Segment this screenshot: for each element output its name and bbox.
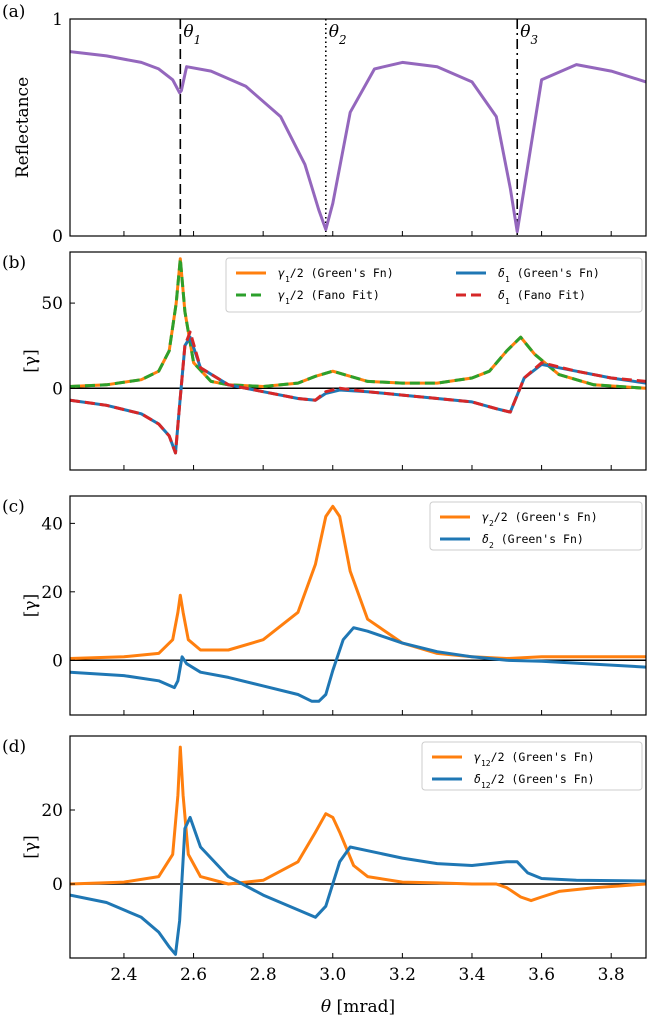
ytick-label: 50 <box>41 294 63 314</box>
vline-label-theta3: θ3 <box>520 22 538 47</box>
series-line-3 <box>70 335 646 455</box>
ytick-label: 0 <box>52 875 63 895</box>
axes-frame <box>69 251 647 471</box>
legend-label: γ12/2 (Green's Fn) <box>474 750 595 768</box>
xtick-label: 3.0 <box>319 965 346 985</box>
ytick-label: 20 <box>41 801 63 821</box>
xtick-label: 2.4 <box>110 965 137 985</box>
panel-label: (c) <box>2 497 25 517</box>
xtick-label: 2.8 <box>250 965 277 985</box>
series-line-2 <box>70 257 646 390</box>
xtick-label: 3.8 <box>598 965 625 985</box>
series-line-1 <box>70 745 646 903</box>
vline-label-theta2: θ2 <box>329 22 347 47</box>
ytick-label: 0 <box>52 379 63 399</box>
legend-box <box>421 741 643 791</box>
ytick-label: 0 <box>52 227 63 247</box>
legend-label: γ1/2 (Green's Fn) <box>278 266 394 284</box>
series-line-4 <box>70 330 646 455</box>
panel-label: (b) <box>2 253 26 273</box>
legend: γ12/2 (Green's Fn) δ12/2 (Green's Fn) <box>421 741 643 791</box>
ytick-label: 1 <box>52 10 63 30</box>
series-line-2 <box>70 815 646 956</box>
legend-label: γ1/2 (Fano Fit) <box>278 288 380 306</box>
y-axis-label: [γ] <box>21 835 41 858</box>
panel-2: 0 50 (b) [γ] γ1/2 (Green's Fn) δ1 (Green's Fn… <box>2 251 647 471</box>
legend-label: γ2/2 (Green's Fn) <box>482 510 598 528</box>
legend-box <box>429 501 643 551</box>
legend-box <box>225 257 643 313</box>
axes-frame <box>69 735 647 959</box>
xtick-label: 2.6 <box>180 965 207 985</box>
panel-4: 0 20 2.4 2.6 2.8 3.0 3.2 3.4 3.6 3.8 (d) [γ] γ12/2 (… <box>2 735 647 985</box>
panel-label: (d) <box>2 737 26 757</box>
legend-label: δ1 (Fano Fit) <box>498 288 586 306</box>
series-line-1 <box>70 50 646 234</box>
panel-3: 0 20 40 (c) [γ] γ2/2 (Green's Fn) δ2 (Green's … <box>2 495 647 716</box>
y-axis-label: Reflectance <box>13 77 33 178</box>
vline-label-theta1: θ1 <box>183 22 201 47</box>
legend-label: δ1 (Green's Fn) <box>498 266 600 284</box>
ytick-label: 40 <box>41 514 63 534</box>
xtick-label: 3.6 <box>528 965 555 985</box>
legend: γ1/2 (Green's Fn) δ1 (Green's Fn) γ1/2 (Fa… <box>225 257 643 313</box>
legend-label: δ2 (Green's Fn) <box>482 532 584 550</box>
axes-frame <box>69 18 647 237</box>
xtick-label: 3.4 <box>458 965 485 985</box>
y-axis-label: [γ] <box>21 349 41 372</box>
panel-label: (a) <box>2 2 25 22</box>
axes-frame <box>69 495 647 716</box>
ytick-label: 0 <box>52 651 63 671</box>
ytick-label: 20 <box>41 583 63 603</box>
y-axis-label: [γ] <box>21 594 41 617</box>
xtick-label: 3.2 <box>389 965 416 985</box>
panel-1: θ1 θ2 θ3 0 1 (a) Reflectance <box>2 2 647 247</box>
series-line-2 <box>70 626 646 703</box>
legend: γ2/2 (Green's Fn) δ2 (Green's Fn) <box>429 501 643 551</box>
x-axis-label: θ [mrad] <box>321 997 395 1017</box>
legend-label: δ12/2 (Green's Fn) <box>474 772 595 790</box>
